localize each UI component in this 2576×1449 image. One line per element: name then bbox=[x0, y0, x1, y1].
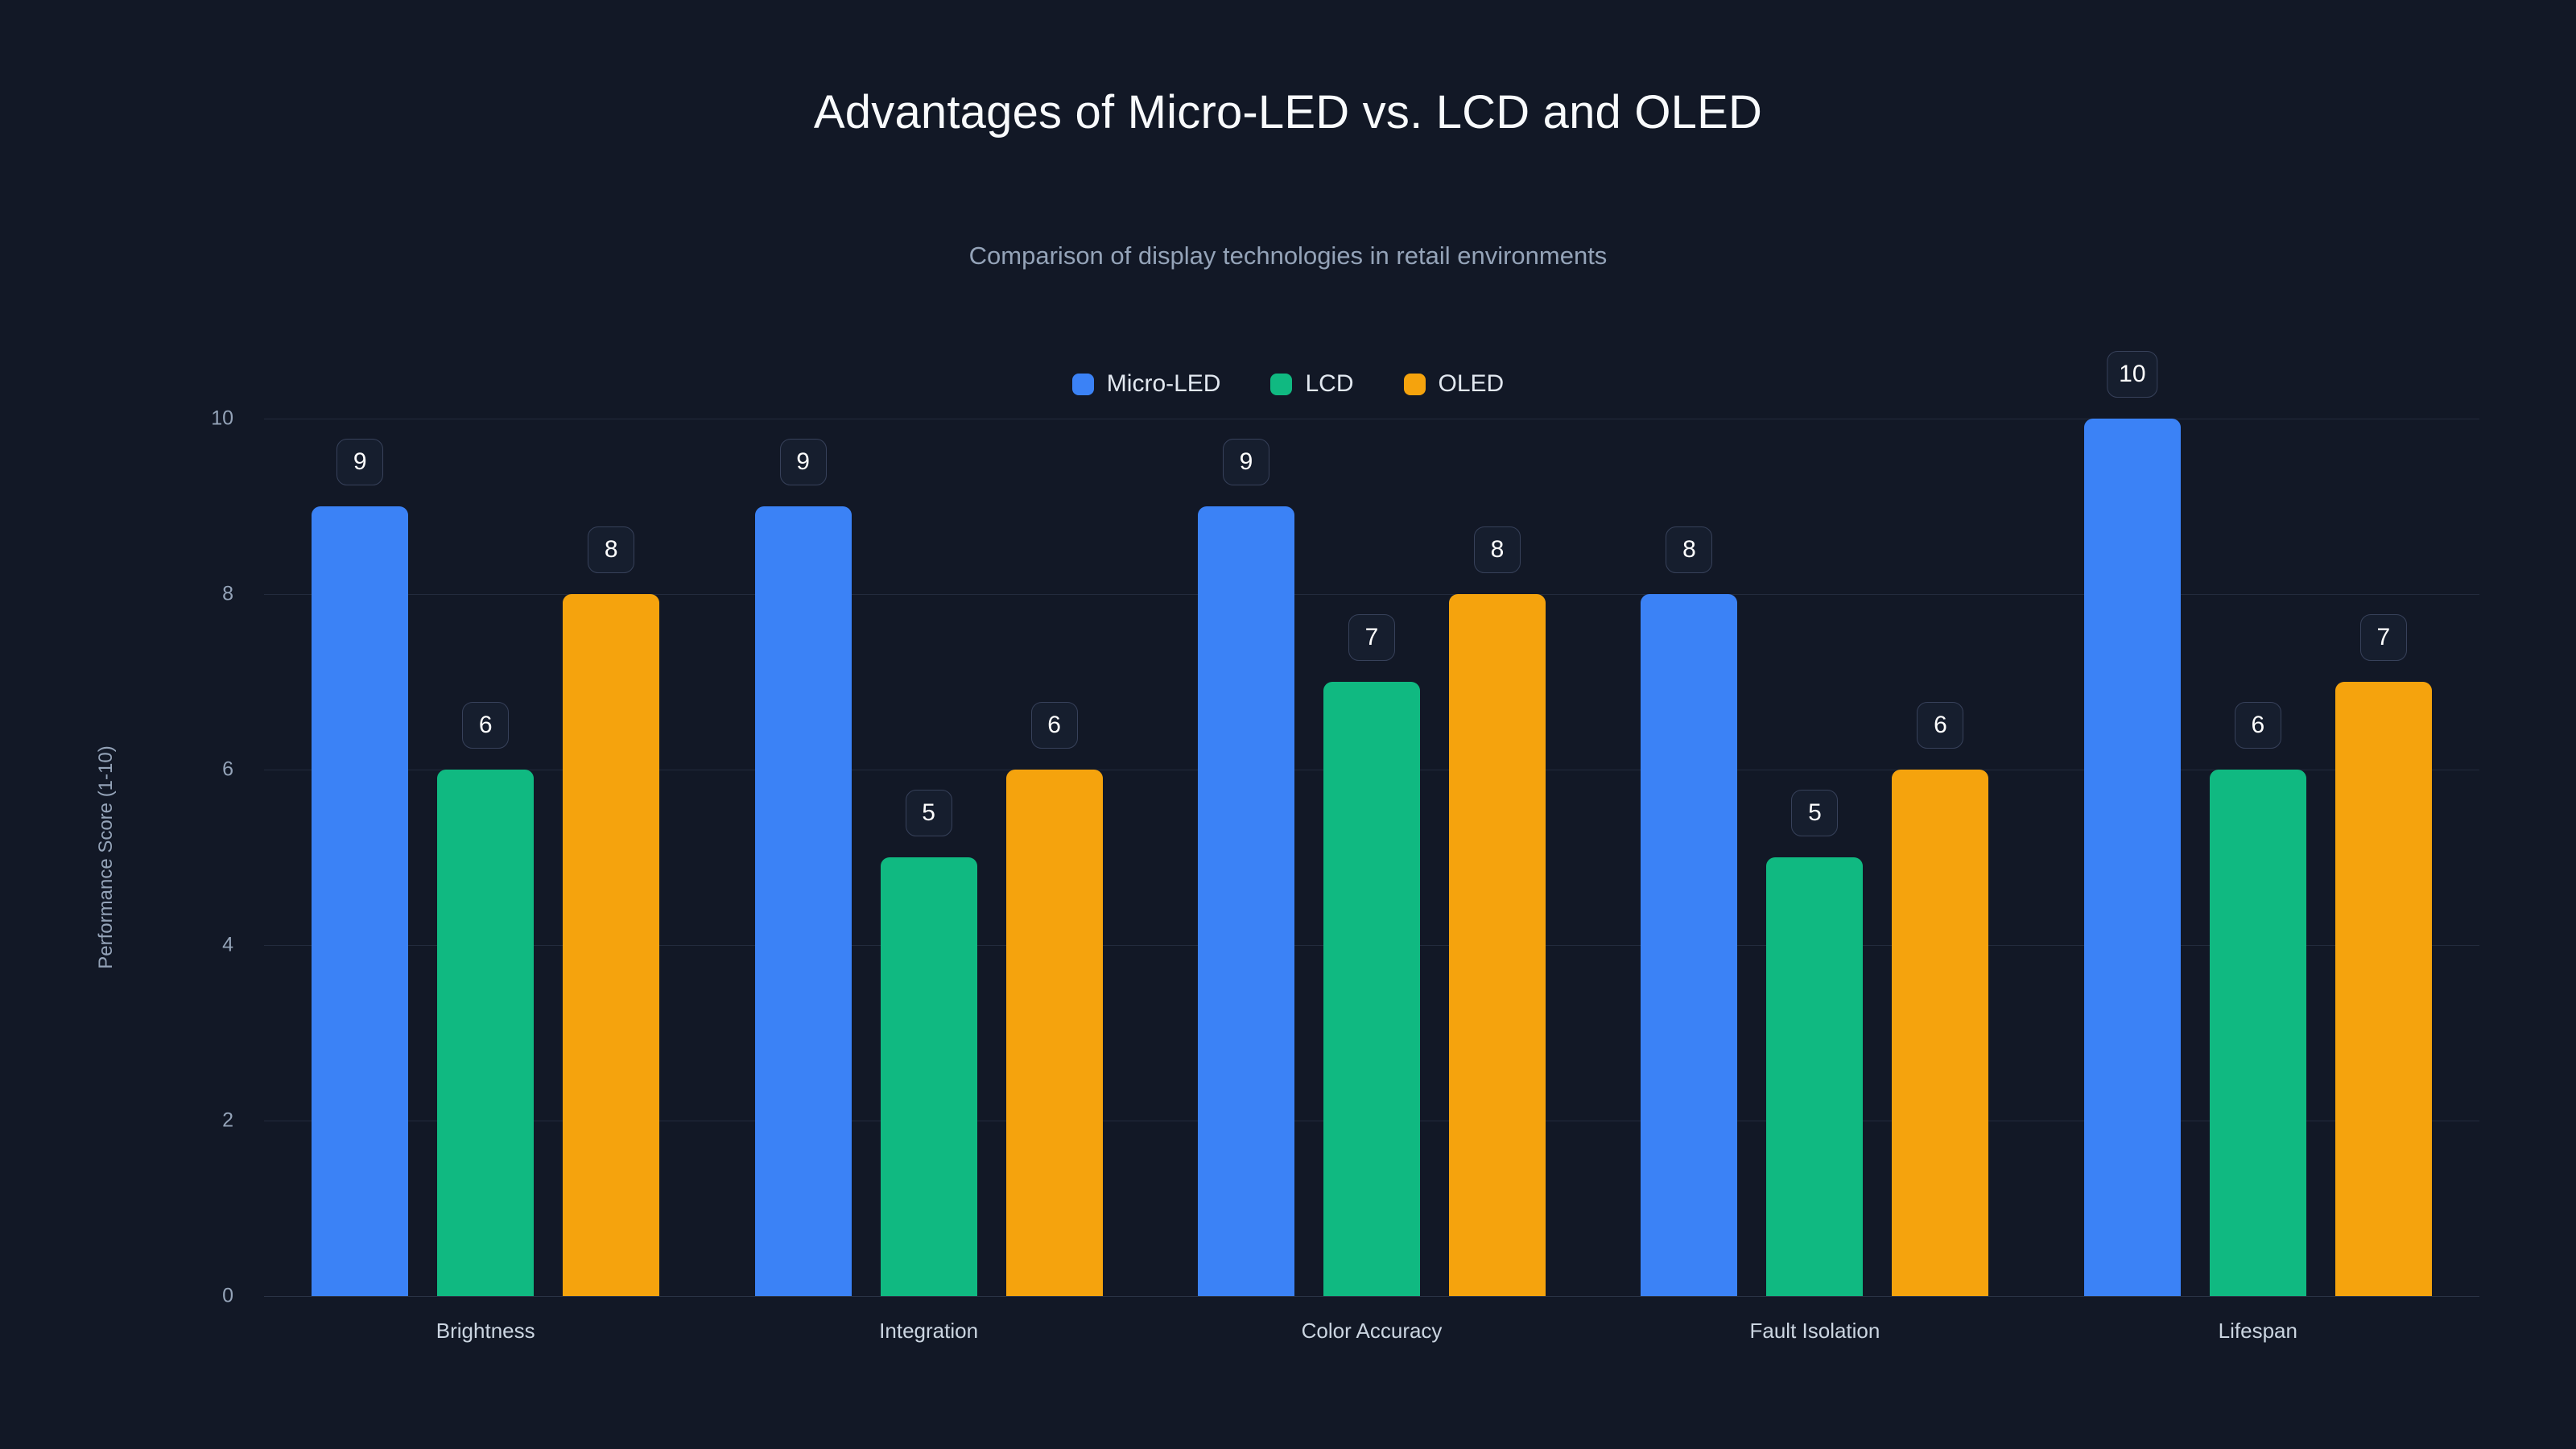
bar-group: 8 5 6 bbox=[1593, 419, 2036, 1296]
bar-value-label: 6 bbox=[1030, 702, 1078, 749]
bar-value-label: 6 bbox=[2234, 702, 2281, 749]
bar-group: 10 6 7 bbox=[2037, 351, 2479, 1296]
bar-slot: 5 bbox=[1766, 419, 1864, 1296]
bar[interactable] bbox=[1005, 770, 1103, 1296]
bar-slot: 9 bbox=[312, 419, 409, 1296]
bar-slot: 6 bbox=[1005, 419, 1103, 1296]
bar-group: 9 6 8 bbox=[264, 419, 707, 1296]
bar-value-label: 6 bbox=[1917, 702, 1964, 749]
bar-groups: 9 6 8 9 5 6 9 7 8 8 5 6 10 6 7 bbox=[264, 351, 2479, 1296]
bar-value-label: 9 bbox=[1223, 439, 1270, 485]
legend-item-label: Micro-LED bbox=[1106, 370, 1221, 397]
bar-slot: 6 bbox=[437, 419, 535, 1296]
legend-item[interactable]: Micro-LED bbox=[1071, 370, 1221, 397]
bar[interactable] bbox=[880, 857, 977, 1296]
bar-value-label: 7 bbox=[1348, 614, 1396, 661]
bar-slot: 8 bbox=[1449, 419, 1546, 1296]
x-axis-category-label: Integration bbox=[879, 1319, 979, 1343]
y-axis-tick-label: 0 bbox=[222, 1284, 233, 1307]
bar[interactable] bbox=[1198, 506, 1295, 1296]
gridline bbox=[264, 1296, 2479, 1297]
bar-slot: 7 bbox=[1323, 419, 1421, 1296]
chart-legend: Micro-LED LCD OLED bbox=[0, 372, 2576, 396]
bar-slot: 6 bbox=[1892, 419, 1989, 1296]
bar-value-label: 8 bbox=[588, 526, 635, 573]
bar-group: 9 7 8 bbox=[1150, 419, 1593, 1296]
bar-value-label: 9 bbox=[336, 439, 384, 485]
x-axis-labels: Brightness Integration Color Accuracy Fault… bbox=[264, 1319, 2479, 1344]
bar[interactable] bbox=[1766, 857, 1864, 1296]
legend-swatch-icon bbox=[1270, 373, 1293, 395]
bar[interactable] bbox=[563, 594, 660, 1296]
legend-item[interactable]: LCD bbox=[1270, 370, 1354, 397]
bar-slot: 9 bbox=[1198, 419, 1295, 1296]
bar[interactable] bbox=[1323, 682, 1421, 1296]
legend-item-label: LCD bbox=[1305, 370, 1354, 397]
bar-slot: 8 bbox=[1641, 419, 1738, 1296]
bar[interactable] bbox=[1641, 594, 1738, 1296]
bar-value-label: 7 bbox=[2359, 614, 2407, 661]
bar-group: 9 5 6 bbox=[707, 419, 1150, 1296]
bar-slot: 9 bbox=[754, 419, 852, 1296]
y-axis-tick-label: 8 bbox=[222, 582, 233, 605]
x-axis-category-label: Brightness bbox=[436, 1319, 535, 1343]
y-axis-tick-label: 6 bbox=[222, 758, 233, 781]
legend-swatch-icon bbox=[1071, 373, 1094, 395]
bar-value-label: 6 bbox=[462, 702, 510, 749]
bar-value-label: 8 bbox=[1666, 526, 1713, 573]
bar[interactable] bbox=[2083, 419, 2181, 1296]
bar-slot: 8 bbox=[563, 419, 660, 1296]
bar-slot: 7 bbox=[2334, 419, 2432, 1296]
bar[interactable] bbox=[312, 506, 409, 1296]
plot-area: 0 2 4 6 8 10 9 6 8 9 5 6 9 7 8 8 5 6 10 6 7 bbox=[211, 351, 2479, 1307]
bar[interactable] bbox=[2334, 682, 2432, 1296]
y-axis-tick-label: 2 bbox=[222, 1108, 233, 1132]
x-axis-category-label: Fault Isolation bbox=[1749, 1319, 1880, 1343]
bar-value-label: 9 bbox=[779, 439, 827, 485]
bar-value-label: 5 bbox=[905, 790, 952, 836]
bar[interactable] bbox=[437, 770, 535, 1296]
bar-value-label: 10 bbox=[2107, 351, 2158, 398]
x-axis-category-label: Color Accuracy bbox=[1301, 1319, 1443, 1343]
bar[interactable] bbox=[1449, 594, 1546, 1296]
bar-slot: 6 bbox=[2209, 419, 2306, 1296]
bar-value-label: 8 bbox=[1474, 526, 1521, 573]
bar-slot: 5 bbox=[880, 419, 977, 1296]
gridline bbox=[264, 594, 2479, 595]
legend-item-label: OLED bbox=[1438, 370, 1505, 397]
legend-swatch-icon bbox=[1403, 373, 1426, 395]
bar-value-label: 5 bbox=[1791, 790, 1839, 836]
x-axis-category-label: Lifespan bbox=[2218, 1319, 2297, 1343]
bar[interactable] bbox=[1892, 770, 1989, 1296]
y-axis-tick-label: 10 bbox=[211, 407, 233, 430]
legend-item[interactable]: OLED bbox=[1403, 370, 1505, 397]
y-axis-tick-label: 4 bbox=[222, 933, 233, 956]
bar[interactable] bbox=[754, 506, 852, 1296]
bar-slot: 10 bbox=[2083, 351, 2181, 1296]
chart-subtitle: Comparison of display technologies in re… bbox=[968, 242, 1608, 270]
bar[interactable] bbox=[2209, 770, 2306, 1296]
page-title: Advantages of Micro-LED vs. LCD and OLED bbox=[813, 86, 1763, 138]
